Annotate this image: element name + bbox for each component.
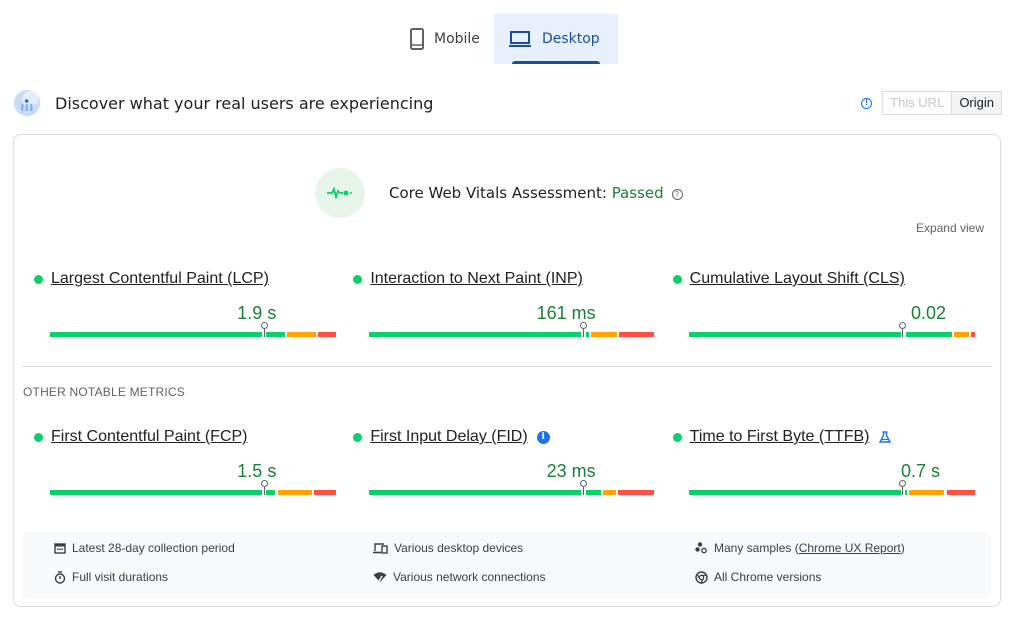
cls-distribution-bar [688, 322, 975, 337]
calendar-icon [54, 543, 66, 554]
assessment-status: Passed [611, 184, 664, 202]
metric-fid: First Input Delay (FID) i 23 ms [353, 428, 672, 498]
tab-desktop-label: Desktop [541, 31, 600, 47]
percentile-marker [261, 480, 268, 495]
footer-network: Various network connections [373, 570, 546, 584]
toggle-origin[interactable]: Origin [951, 92, 1001, 114]
metric-inp-link[interactable]: Interaction to Next Paint (INP) [370, 270, 583, 287]
good-status-dot [672, 432, 682, 442]
footer-text: Various desktop devices [394, 541, 524, 555]
footer-text: All Chrome versions [714, 570, 822, 584]
good-status-dot [34, 432, 43, 442]
metric-ttfb-value: 0.7 s [900, 461, 940, 481]
tab-mobile[interactable]: Mobile [396, 14, 494, 64]
footer-text: Full visit durations [72, 570, 169, 584]
good-status-dot [353, 274, 363, 284]
footer-samples: Many samples (Chrome UX Report) [695, 541, 905, 555]
percentile-marker [580, 322, 588, 337]
fcp-distribution-bar [50, 480, 336, 495]
good-status-dot [34, 274, 43, 284]
chrome-ux-report-link[interactable]: Chrome UX Report [798, 541, 901, 555]
info-icon[interactable]: ! [861, 97, 873, 109]
metric-fcp-value: 1.5 s [237, 461, 277, 481]
good-status-dot [672, 274, 682, 284]
data-info-footer: Latest 28-day collection period Full vis… [23, 532, 991, 598]
metric-fid-value: 23 ms [546, 461, 596, 481]
metric-inp: Interaction to Next Paint (INP) 161 ms [353, 270, 672, 340]
metric-cls-value: 0.02 [910, 303, 946, 323]
section-divider [22, 366, 992, 367]
metric-lcp: Largest Contentful Paint (LCP) 1.9 s [34, 270, 353, 340]
metric-inp-value: 161 ms [536, 303, 596, 323]
percentile-marker [898, 480, 906, 495]
footer-chrome-versions: All Chrome versions [695, 570, 821, 584]
toggle-this-url[interactable]: This URL [883, 92, 952, 114]
footer-collection-period: Latest 28-day collection period [54, 541, 235, 555]
other-metrics-heading: OTHER NOTABLE METRICS [23, 385, 185, 399]
inp-distribution-bar [369, 322, 655, 337]
info-icon[interactable]: i [536, 430, 550, 444]
metric-fcp: First Contentful Paint (FCP) 1.5 s [34, 428, 353, 498]
metric-ttfb-link[interactable]: Time to First Byte (TTFB) [689, 428, 870, 445]
tab-desktop[interactable]: Desktop [493, 14, 618, 64]
chrome-icon [695, 570, 708, 584]
other-metrics: First Contentful Paint (FCP) 1.5 s First… [34, 428, 992, 498]
metric-fid-link[interactable]: First Input Delay (FID) [370, 428, 528, 445]
crux-icon [14, 90, 40, 116]
samples-icon [695, 542, 707, 554]
footer-text: Many samples (Chrome UX Report) [714, 541, 905, 555]
field-data-header: Discover what your real users are experi… [14, 88, 1002, 118]
good-status-dot [353, 432, 363, 442]
expand-view-button[interactable]: Expand view [915, 221, 984, 235]
active-tab-indicator [511, 61, 600, 64]
assessment-label: Core Web Vitals Assessment: [389, 184, 612, 202]
assessment-text: Core Web Vitals Assessment: Passed? [389, 184, 683, 202]
laptop-icon [508, 31, 531, 47]
metric-lcp-link[interactable]: Largest Contentful Paint (LCP) [51, 270, 269, 287]
url-origin-toggle: This URL Origin [882, 91, 1002, 115]
url-origin-toggle-wrap: ! This URL Origin [861, 91, 1002, 115]
flask-icon[interactable] [878, 431, 891, 443]
percentile-marker [261, 322, 268, 337]
tab-mobile-label: Mobile [434, 31, 480, 47]
devices-icon [373, 543, 388, 554]
footer-text: Latest 28-day collection period [72, 541, 235, 555]
metric-ttfb: Time to First Byte (TTFB) 0.7 s [672, 428, 992, 498]
section-title: Discover what your real users are experi… [55, 93, 434, 113]
metric-lcp-value: 1.9 s [237, 303, 277, 323]
percentile-marker [580, 480, 588, 495]
stopwatch-icon [54, 570, 66, 584]
lcp-distribution-bar [50, 322, 336, 337]
field-data-card: Core Web Vitals Assessment: Passed? Expa… [13, 134, 1001, 607]
core-metrics: Largest Contentful Paint (LCP) 1.9 s Int… [34, 270, 992, 340]
cwv-assessment: Core Web Vitals Assessment: Passed? [315, 168, 683, 218]
percentile-marker [898, 322, 906, 337]
device-tabs: Mobile Desktop [396, 14, 618, 64]
footer-visit-durations: Full visit durations [54, 570, 168, 584]
fid-distribution-bar [369, 480, 655, 495]
help-icon[interactable]: ? [671, 189, 683, 200]
metric-cls: Cumulative Layout Shift (CLS) 0.02 [672, 270, 992, 340]
metric-cls-link[interactable]: Cumulative Layout Shift (CLS) [689, 270, 905, 287]
footer-text: Various network connections [393, 570, 546, 584]
footer-devices: Various desktop devices [373, 541, 523, 555]
ttfb-distribution-bar [688, 480, 975, 495]
phone-icon [410, 28, 424, 50]
heartbeat-icon [315, 168, 365, 218]
metric-fcp-link[interactable]: First Contentful Paint (FCP) [51, 428, 248, 445]
network-icon [373, 572, 387, 583]
